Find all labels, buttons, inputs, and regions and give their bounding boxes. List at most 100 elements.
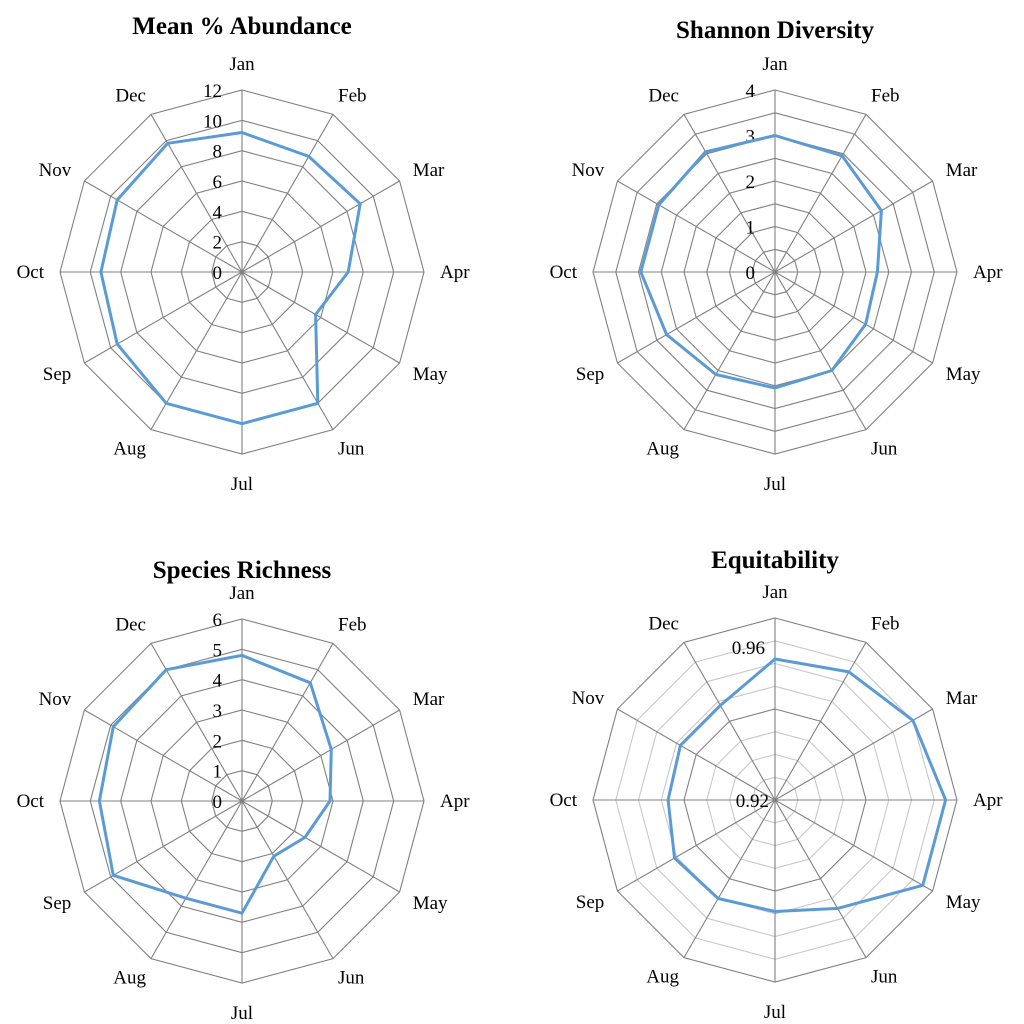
chart-mean-abundance-label-nov: Nov: [39, 160, 72, 181]
chart-equitability-label-nov: Nov: [572, 688, 605, 709]
chart-shannon-diversity-point-feb: [840, 154, 844, 157]
chart-shannon-diversity-spoke-nov: [617, 180, 776, 273]
chart-species-richness-spoke-sep: [84, 800, 243, 893]
chart-equitability-point-dec: [719, 704, 722, 707]
chart-shannon-diversity-point-sep: [665, 333, 668, 336]
chart-species-richness-label-apr: Apr: [440, 791, 470, 812]
chart-species-richness-point-jun: [272, 855, 275, 858]
chart-shannon-diversity-spoke-feb: [774, 114, 867, 273]
chart-equitability-label-jul: Jul: [764, 1002, 786, 1023]
chart-mean-abundance-point-jul: [240, 422, 244, 425]
chart-mean-abundance-title: Mean % Abundance: [132, 13, 351, 40]
chart-mean-abundance-label-feb: Feb: [338, 85, 367, 106]
chart-mean-abundance-point-sep: [116, 342, 119, 346]
chart-panel-species-richness: Species Richness Jan Feb Mar Apr May Jun Jul Aug…: [0, 512, 512, 1024]
chart-species-richness-label-jun: Jun: [338, 968, 365, 989]
chart-equitability-spoke-sep: [617, 799, 776, 892]
chart-shannon-diversity-point-jan: [773, 134, 777, 137]
chart-shannon-diversity-tick-0: 0: [746, 263, 756, 284]
chart-species-richness-tick-3: 3: [213, 701, 223, 722]
chart-equitability-label-apr: Apr: [973, 790, 1003, 811]
chart-mean-abundance-point-feb: [307, 155, 310, 158]
chart-equitability-point-jan: [773, 657, 777, 661]
radar-chart-abundance: Mean % Abundance Jan Feb Mar Apr May Jun Jul Aug…: [17, 13, 471, 495]
chart-shannon-diversity-tick-3: 3: [746, 127, 756, 148]
chart-mean-abundance-tick-6: 6: [213, 172, 223, 193]
chart-species-richness-label-sep: Sep: [43, 893, 72, 914]
chart-shannon-diversity-label-feb: Feb: [871, 85, 900, 106]
chart-species-richness-label-dec: Dec: [115, 614, 146, 635]
chart-species-richness-label-jan: Jan: [229, 583, 255, 604]
chart-species-richness-label-may: May: [413, 893, 448, 914]
chart-species-richness-point-apr: [328, 799, 332, 803]
chart-equitability-grid: [592, 617, 958, 983]
chart-equitability-point-nov: [679, 744, 682, 747]
chart-equitability-spoke-dec: [683, 642, 776, 801]
chart-shannon-diversity-point-aug: [714, 373, 718, 376]
chart-species-richness-label-oct: Oct: [17, 791, 45, 812]
chart-equitability-label-jan: Jan: [762, 582, 788, 603]
chart-mean-abundance-tick-2: 2: [213, 233, 223, 254]
chart-shannon-diversity-point-may: [864, 323, 867, 326]
chart-shannon-diversity-label-sep: Sep: [576, 364, 605, 385]
chart-shannon-diversity-grid: [592, 89, 958, 455]
chart-equitability-label-sep: Sep: [576, 892, 605, 913]
chart-equitability-point-aug: [716, 897, 720, 900]
chart-panel-abundance: Mean % Abundance Jan Feb Mar Apr May Jun Jul Aug…: [0, 0, 512, 512]
chart-species-richness-tick-0: 0: [213, 792, 223, 813]
chart-shannon-diversity-label-jul: Jul: [764, 474, 786, 495]
chart-shannon-diversity-series-line: [639, 134, 883, 390]
radar-chart-shannon-diversity: Shannon Diversity Jan Feb Mar Apr May Jun Jul Au…: [550, 17, 1004, 495]
chart-species-richness-point-jul: [240, 912, 244, 915]
chart-species-richness-point-mar: [330, 748, 333, 751]
chart-species-richness-spoke-dec: [150, 643, 243, 802]
chart-equitability-label-aug: Aug: [646, 967, 679, 988]
chart-equitability-point-sep: [673, 856, 676, 860]
chart-species-richness-label-feb: Feb: [338, 614, 367, 635]
chart-shannon-diversity-label-aug: Aug: [646, 439, 679, 460]
chart-species-richness-tick-6: 6: [213, 610, 223, 631]
chart-equitability-tick-0-92: 0.92: [736, 791, 769, 812]
radar-chart-equitability: Equitability Jan Feb Mar Apr May Jun Jul Aug Sep O…: [550, 547, 1004, 1023]
chart-species-richness-point-oct: [98, 799, 101, 803]
chart-mean-abundance-tick-8: 8: [213, 142, 223, 163]
chart-equitability-spoke-aug: [683, 799, 776, 958]
chart-species-richness-point-jan: [240, 654, 244, 657]
chart-species-richness-title: Species Richness: [153, 557, 332, 584]
chart-equitability-point-mar: [911, 719, 915, 722]
chart-equitability-spoke-feb: [774, 642, 867, 801]
chart-shannon-diversity-point-jun: [830, 369, 834, 372]
chart-shannon-diversity-spoke-aug: [683, 271, 776, 430]
chart-species-richness-point-may: [303, 836, 307, 839]
chart-mean-abundance-spoke-jun: [241, 271, 334, 430]
chart-mean-abundance-label-jul: Jul: [231, 474, 253, 495]
chart-mean-abundance-label-oct: Oct: [17, 262, 45, 283]
chart-mean-abundance-spoke-dec: [150, 114, 243, 273]
chart-mean-abundance-label-sep: Sep: [43, 364, 72, 385]
chart-shannon-diversity-point-apr: [876, 270, 879, 274]
chart-species-richness-label-nov: Nov: [39, 689, 72, 710]
chart-mean-abundance-tick-12: 12: [203, 81, 222, 102]
chart-mean-abundance-point-oct: [99, 270, 103, 274]
chart-mean-abundance-spoke-mar: [241, 180, 400, 273]
chart-equitability-point-jun: [836, 907, 839, 910]
chart-shannon-diversity-spoke-may: [774, 271, 933, 364]
chart-species-richness-spoke-may: [241, 800, 400, 893]
chart-mean-abundance-label-dec: Dec: [115, 85, 146, 106]
chart-mean-abundance-label-may: May: [413, 364, 448, 385]
chart-mean-abundance-point-aug: [165, 402, 168, 405]
chart-species-richness-label-aug: Aug: [113, 968, 146, 989]
chart-equitability-point-apr: [944, 798, 947, 802]
chart-species-richness-point-aug: [184, 897, 188, 900]
chart-shannon-diversity-spoke-dec: [683, 114, 776, 273]
chart-shannon-diversity-point-jul: [773, 386, 777, 390]
chart-mean-abundance-label-apr: Apr: [440, 262, 470, 283]
chart-mean-abundance-point-dec: [166, 142, 169, 145]
chart-equitability-title: Equitability: [711, 547, 839, 574]
chart-shannon-diversity-label-may: May: [946, 364, 981, 385]
chart-shannon-diversity-label-nov: Nov: [572, 160, 605, 181]
chart-shannon-diversity-label-jan: Jan: [762, 54, 788, 75]
chart-mean-abundance-spoke-sep: [84, 271, 243, 364]
chart-species-richness-point-feb: [309, 681, 312, 684]
